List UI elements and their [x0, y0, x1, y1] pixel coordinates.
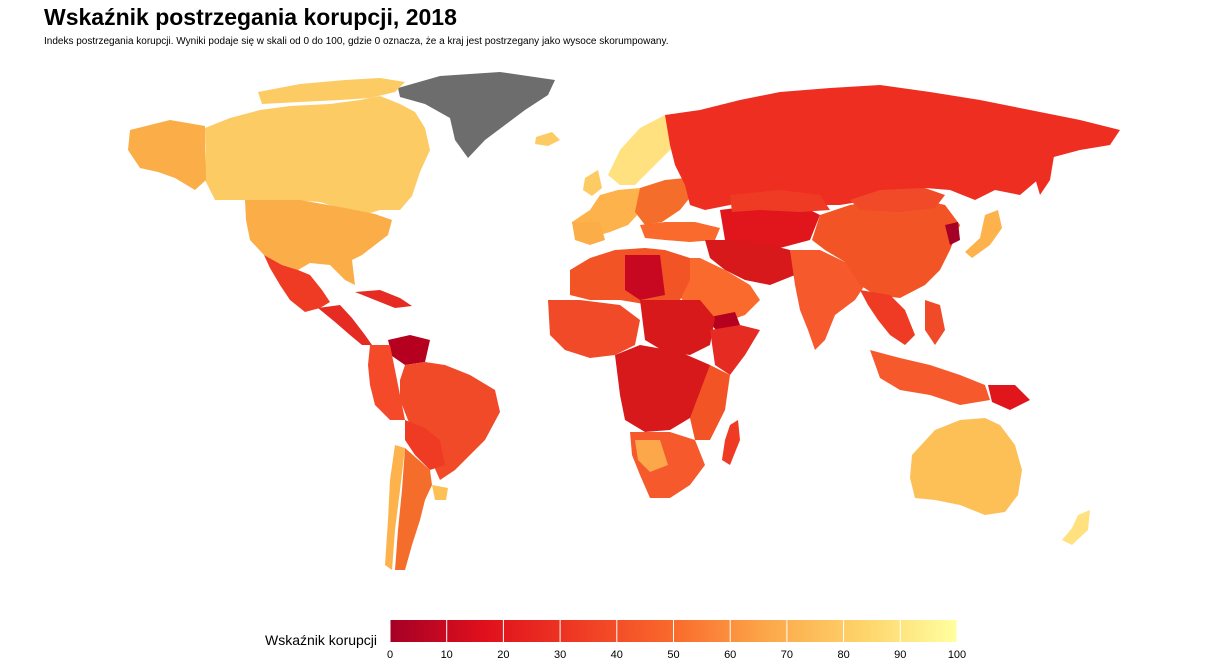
region-central-asia[interactable] — [720, 205, 820, 250]
region-bolivia-paraguay[interactable] — [405, 420, 445, 470]
region-british-isles[interactable] — [583, 170, 602, 196]
legend-tick-label: 20 — [497, 649, 509, 661]
region-namibia-botswana[interactable] — [635, 440, 668, 472]
region-iberia[interactable] — [572, 222, 605, 245]
region-canada[interactable] — [205, 96, 430, 216]
region-korea[interactable] — [945, 222, 960, 245]
region-png[interactable] — [988, 385, 1030, 410]
region-alaska[interactable] — [128, 120, 206, 190]
legend-tick-label: 50 — [667, 649, 679, 661]
region-philippines[interactable] — [925, 300, 945, 345]
region-mongolia[interactable] — [850, 188, 945, 212]
legend-tick-label: 0 — [387, 649, 393, 661]
region-kazakhstan[interactable] — [730, 190, 830, 212]
region-brazil[interactable] — [400, 362, 500, 480]
legend-tick-label: 10 — [441, 649, 453, 661]
region-mexico[interactable] — [264, 255, 330, 312]
legend-tick-label: 40 — [611, 649, 623, 661]
legend-tick-label: 80 — [837, 649, 849, 661]
region-scandinavia[interactable] — [608, 115, 682, 185]
region-west-africa[interactable] — [548, 300, 640, 358]
region-australia[interactable] — [910, 418, 1022, 515]
world-map — [128, 72, 1120, 570]
region-usa[interactable] — [245, 200, 392, 285]
legend-tick-label: 70 — [781, 649, 793, 661]
map-subtitle: Indeks postrzegania korupcji. Wyniki pod… — [44, 36, 669, 47]
region-indonesia[interactable] — [870, 350, 990, 405]
legend-title: Wskaźnik korupcji — [265, 632, 378, 648]
region-horn[interactable] — [710, 325, 760, 375]
region-chile[interactable] — [385, 445, 405, 570]
color-legend: 0 10 20 30 40 50 60 70 80 90 100 — [387, 620, 966, 661]
region-greenland[interactable] — [398, 72, 555, 158]
region-japan[interactable] — [965, 210, 1002, 258]
region-andes-north[interactable] — [368, 345, 405, 420]
legend-tick-label: 60 — [724, 649, 736, 661]
region-iceland[interactable] — [535, 132, 560, 146]
region-caribbean[interactable] — [355, 290, 412, 308]
region-kamchatka[interactable] — [1035, 150, 1055, 195]
legend-ticks: 0 10 20 30 40 50 60 70 80 90 100 — [387, 620, 966, 661]
region-central-africa[interactable] — [615, 345, 710, 432]
region-southeast-asia[interactable] — [860, 290, 915, 345]
legend-tick-label: 90 — [894, 649, 906, 661]
region-central-america[interactable] — [318, 305, 372, 345]
region-libya[interactable] — [625, 255, 665, 300]
region-turkey-caucasus[interactable] — [640, 222, 720, 242]
region-east-africa[interactable] — [690, 365, 730, 440]
legend-tick-label: 30 — [554, 649, 566, 661]
region-china[interactable] — [812, 198, 960, 298]
region-sudan-chad[interactable] — [640, 300, 715, 355]
region-eastern-europe[interactable] — [635, 178, 692, 225]
region-russia[interactable] — [665, 85, 1120, 210]
region-argentina[interactable] — [395, 448, 432, 570]
region-madagascar[interactable] — [722, 420, 740, 465]
region-iran-afghanistan[interactable] — [705, 240, 795, 285]
legend-tick-label: 100 — [948, 649, 966, 661]
region-venezuela[interactable] — [388, 335, 430, 365]
region-arctic-islands[interactable] — [258, 78, 405, 104]
region-new-zealand[interactable] — [1062, 510, 1090, 545]
map-title: Wskaźnik postrzegania korupcji, 2018 — [44, 4, 457, 30]
region-uruguay[interactable] — [432, 485, 448, 500]
region-india[interactable] — [790, 250, 865, 350]
